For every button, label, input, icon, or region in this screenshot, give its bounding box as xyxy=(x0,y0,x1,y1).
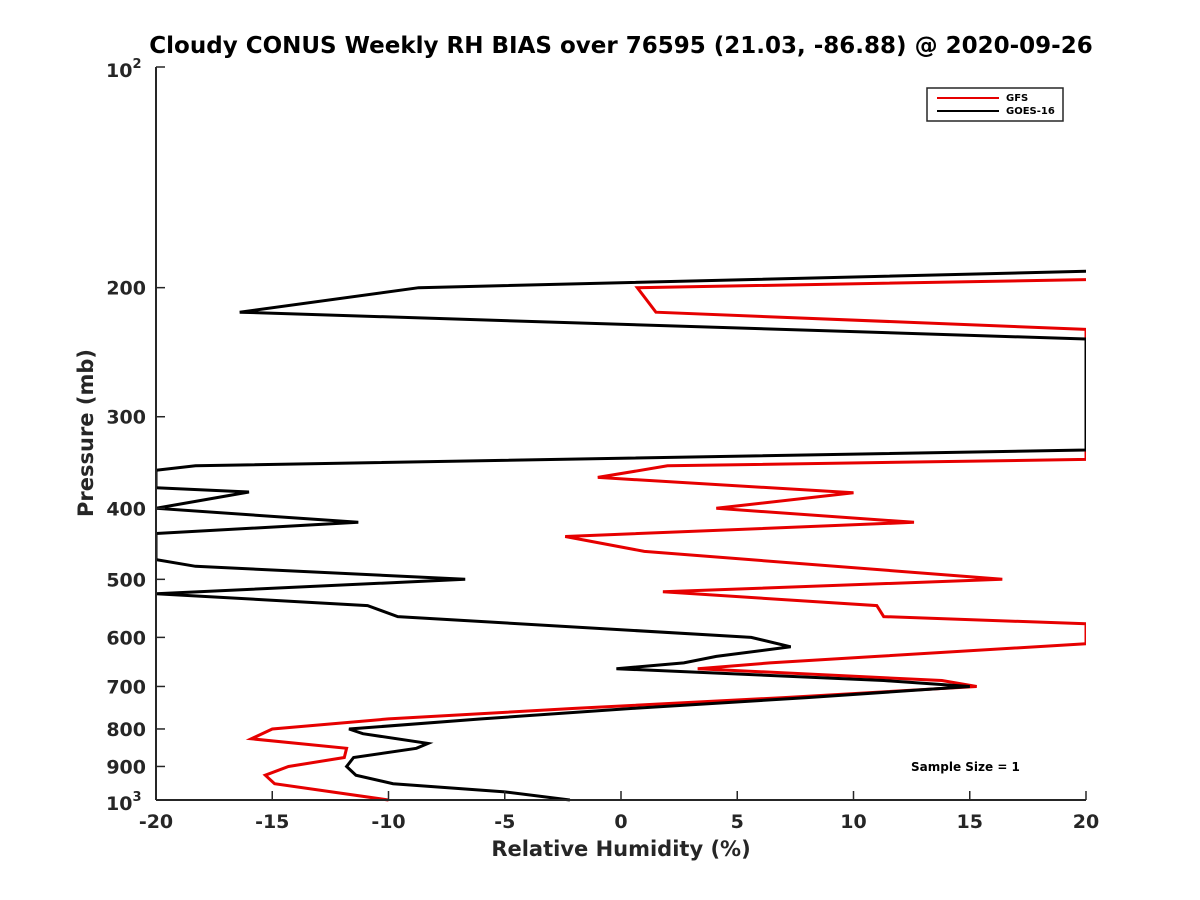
y-tick-label-bottom: 103 xyxy=(106,790,142,815)
y-axis-label: Pressure (mb) xyxy=(74,349,98,517)
x-tick-label: -15 xyxy=(255,811,289,833)
legend-label-goes16: GOES-16 xyxy=(1006,106,1055,117)
x-ticks: -20 -15 -10 -5 0 5 10 15 20 xyxy=(139,791,1099,833)
x-tick-label: 20 xyxy=(1073,811,1099,833)
y-tick-label: 900 xyxy=(106,756,146,778)
y-tick-top-exp: 2 xyxy=(132,57,141,72)
x-tick-label: -20 xyxy=(139,811,173,833)
x-tick-label: 0 xyxy=(614,811,627,833)
x-tick-label: -5 xyxy=(494,811,515,833)
y-ticks: 200 300 400 500 600 700 800 900 xyxy=(106,66,165,801)
y-tick-label: 200 xyxy=(106,278,146,300)
x-tick-label: -10 xyxy=(371,811,405,833)
chart-title: Cloudy CONUS Weekly RH BIAS over 76595 (… xyxy=(149,33,1092,59)
y-tick-label: 500 xyxy=(106,569,146,591)
x-tick-label: 5 xyxy=(731,811,744,833)
y-tick-label: 400 xyxy=(106,498,146,520)
x-tick-label: 15 xyxy=(957,811,983,833)
y-tick-label: 300 xyxy=(106,407,146,429)
y-tick-bottom-base: 10 xyxy=(106,793,132,815)
y-tick-bottom-exp: 3 xyxy=(132,790,141,805)
y-tick-top-base: 10 xyxy=(106,60,132,82)
y-tick-label: 700 xyxy=(106,676,146,698)
series-line-goes16 xyxy=(156,269,1086,802)
plot-area: -20 -15 -10 -5 0 5 10 15 20 200 300 400 500 600 700 80… xyxy=(106,57,1099,833)
series-line-gfs xyxy=(245,278,1086,802)
series-layer xyxy=(156,269,1086,802)
y-tick-label: 800 xyxy=(106,719,146,741)
legend-box xyxy=(926,87,1064,122)
x-axis-label: Relative Humidity (%) xyxy=(491,837,750,861)
sample-size-annotation: Sample Size = 1 xyxy=(911,760,1020,774)
y-tick-label: 600 xyxy=(106,627,146,649)
legend: GFS GOES-16 xyxy=(926,87,1064,122)
x-tick-label: 10 xyxy=(840,811,866,833)
y-tick-label-top: 102 xyxy=(106,57,142,82)
legend-label-gfs: GFS xyxy=(1006,93,1028,104)
